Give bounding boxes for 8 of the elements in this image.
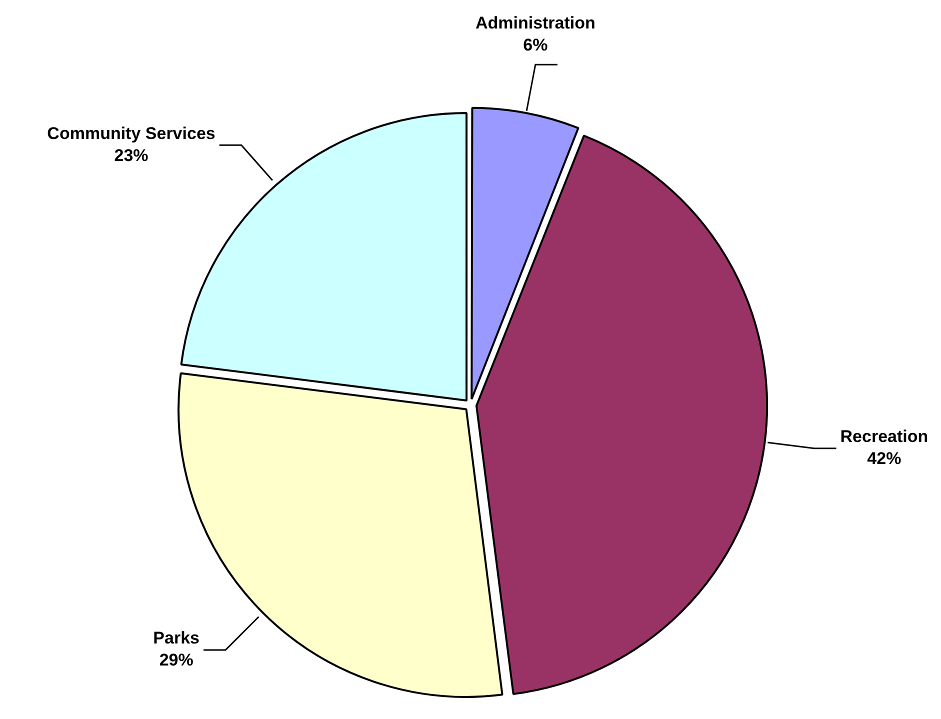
slice-label: Parks	[153, 628, 200, 648]
slice-label: Recreation	[840, 427, 928, 446]
data-label: 42%	[867, 449, 902, 468]
data-label: 29%	[159, 650, 194, 670]
slice-label: Administration	[475, 13, 596, 32]
data-label: 6%	[523, 35, 548, 54]
data-label: 23%	[114, 146, 148, 165]
slice-label: Community Services	[47, 124, 216, 143]
